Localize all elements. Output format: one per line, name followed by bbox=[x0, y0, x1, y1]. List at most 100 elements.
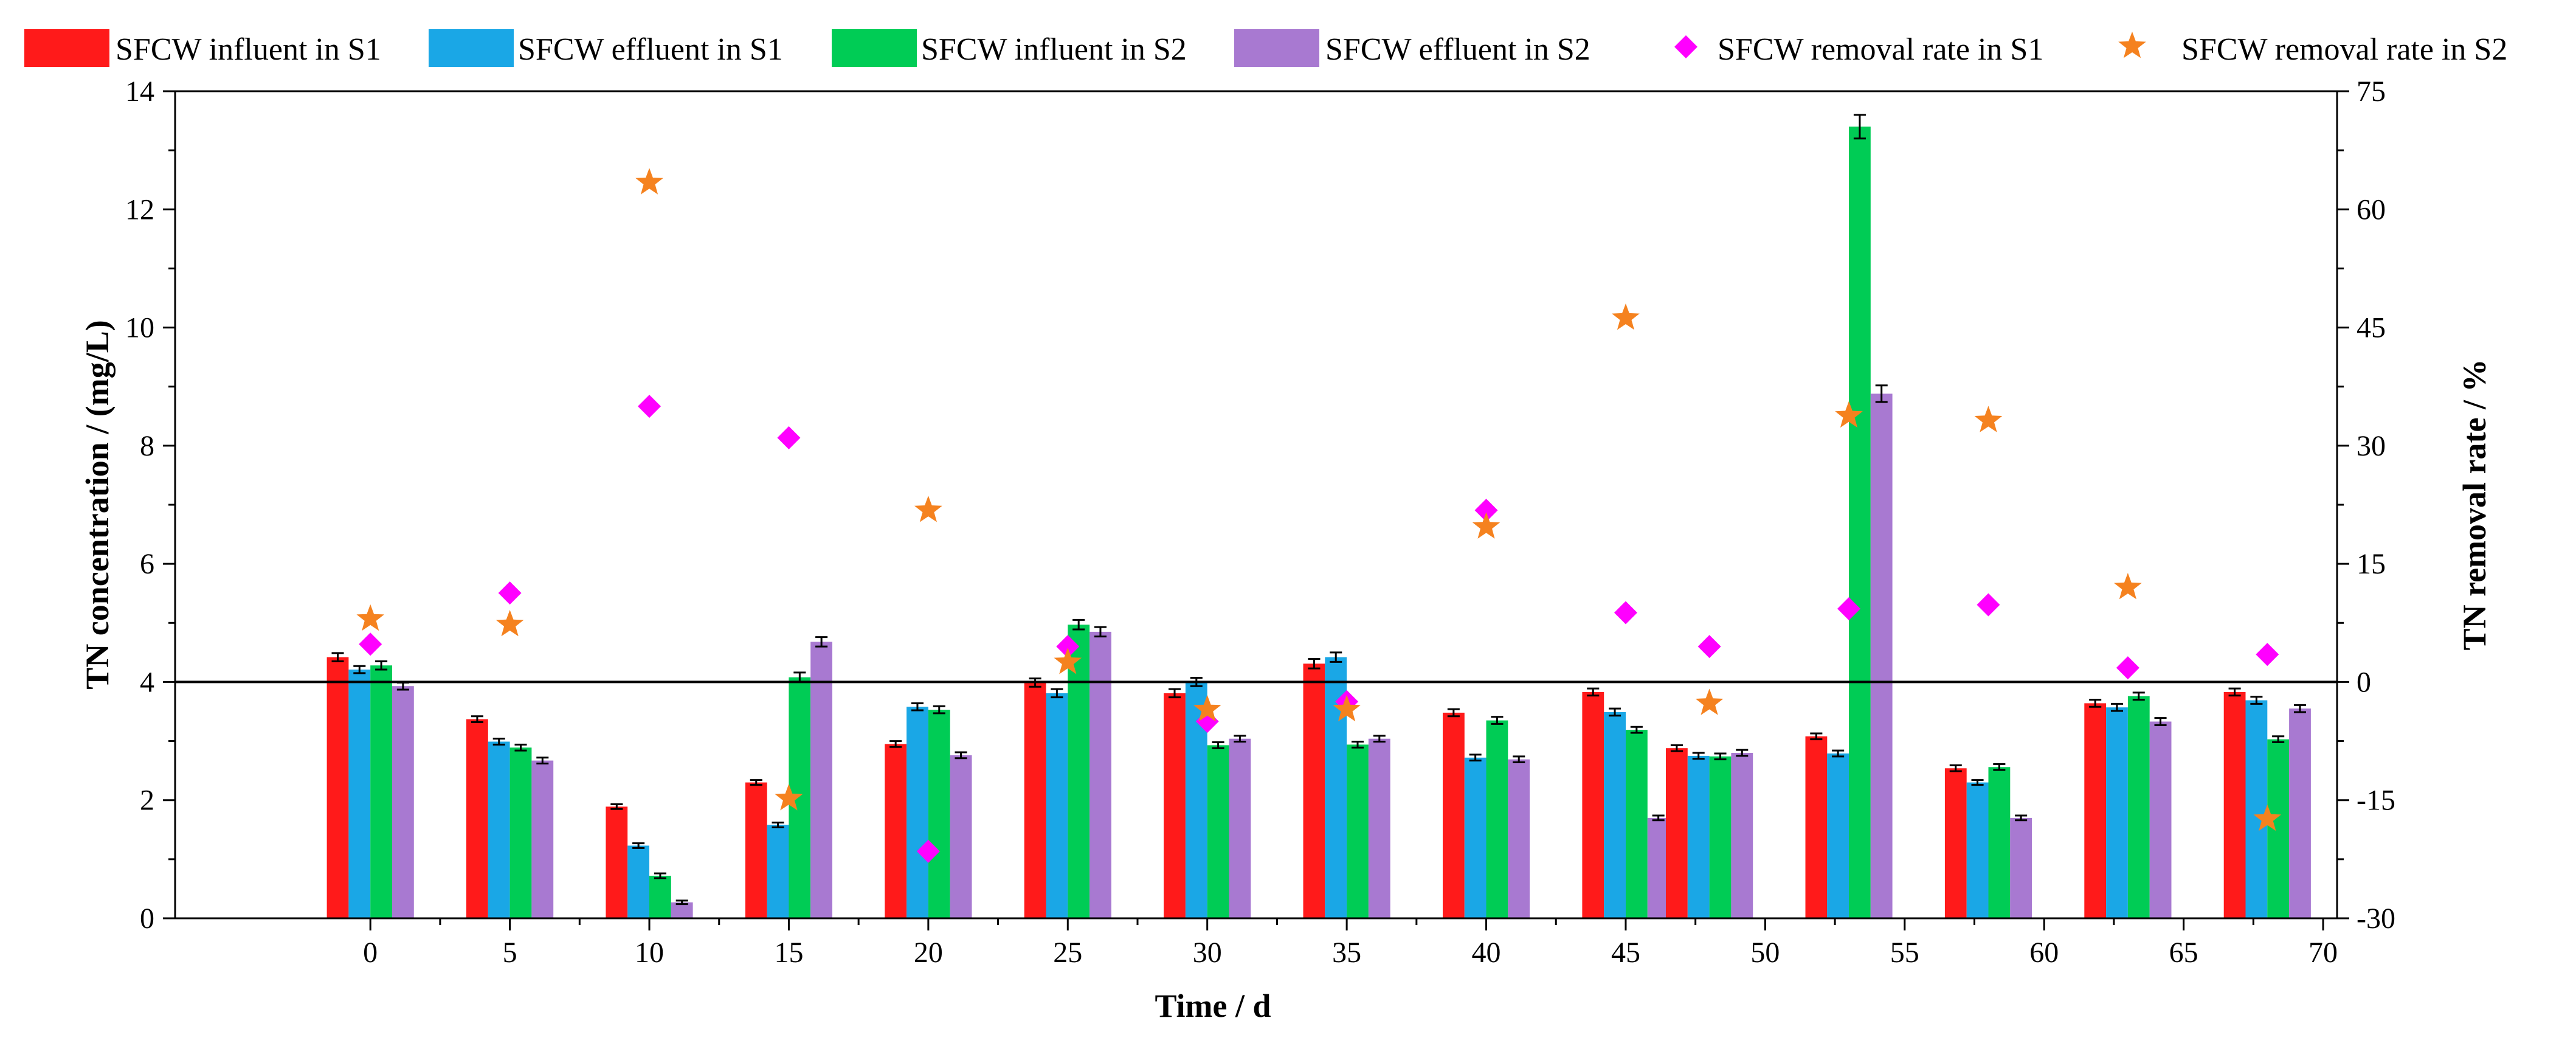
bar-effluent-s1-day-25 bbox=[1046, 693, 1068, 918]
x-tick-label: 55 bbox=[1890, 937, 1919, 969]
y2-tick-label: 15 bbox=[2357, 548, 2386, 580]
error-bar-influent-s1-day-10 bbox=[610, 803, 623, 810]
legend-swatch-influent-s2 bbox=[832, 29, 917, 67]
x-tick-label: 10 bbox=[635, 937, 664, 969]
x-tick-label: 35 bbox=[1332, 937, 1361, 969]
bar-effluent-s2-day-40 bbox=[1508, 759, 1530, 918]
point-removal-s2-day-58 bbox=[1974, 406, 2003, 432]
bar-effluent-s1-day-5 bbox=[488, 741, 510, 918]
point-removal-s1-day-0 bbox=[359, 632, 382, 656]
point-removal-s2-day-25 bbox=[1054, 648, 1082, 674]
bar-effluent-s1-day-63 bbox=[2106, 707, 2128, 918]
error-bar-effluent-s2-day-30 bbox=[1234, 735, 1246, 743]
error-bar-influent-s1-day-40 bbox=[1447, 708, 1460, 718]
y-tick-label: 12 bbox=[125, 193, 154, 226]
error-bar-influent-s1-day-58 bbox=[1949, 764, 1962, 772]
y-tick-label: 4 bbox=[140, 666, 154, 698]
bar-influent-s1-day-15 bbox=[745, 782, 767, 918]
x-tick-label: 5 bbox=[503, 937, 517, 969]
bar-influent-s2-day-48 bbox=[1709, 756, 1732, 918]
error-bar-effluent-s1-day-0 bbox=[353, 665, 366, 674]
point-removal-s2-day-45 bbox=[1612, 303, 1640, 330]
error-bar-influent-s2-day-45 bbox=[1630, 726, 1643, 734]
error-bar-effluent-s2-day-15 bbox=[815, 636, 828, 648]
y-tick-label: 14 bbox=[125, 75, 154, 108]
bar-influent-s1-day-40 bbox=[1443, 712, 1465, 918]
point-removal-s1-day-15 bbox=[777, 426, 801, 449]
point-removal-s1-day-63 bbox=[2116, 656, 2139, 680]
bar-effluent-s2-day-30 bbox=[1229, 738, 1251, 918]
point-removal-s2-day-63 bbox=[2114, 573, 2142, 600]
error-bar-influent-s2-day-53 bbox=[1853, 114, 1866, 140]
point-removal-s1-day-5 bbox=[498, 581, 522, 605]
x-tick-label: 60 bbox=[2029, 937, 2059, 969]
y2-tick-label: 30 bbox=[2357, 430, 2386, 462]
point-removal-s2-day-30 bbox=[1193, 694, 1221, 722]
point-removal-s1-day-58 bbox=[1977, 593, 2000, 617]
error-bar-effluent-s2-day-68 bbox=[2293, 704, 2306, 713]
x-tick-label: 45 bbox=[1611, 937, 1640, 969]
y2-tick-label: 45 bbox=[2357, 312, 2386, 344]
error-bar-effluent-s2-day-45 bbox=[1652, 814, 1665, 822]
legend-marker-removal-s1 bbox=[1674, 35, 1697, 58]
bar-influent-s1-day-68 bbox=[2223, 691, 2246, 918]
error-bar-effluent-s1-day-58 bbox=[1971, 779, 1984, 786]
error-bar-effluent-s1-day-35 bbox=[1330, 651, 1342, 663]
error-bar-influent-s1-day-30 bbox=[1169, 688, 1181, 699]
error-bar-influent-s2-day-25 bbox=[1072, 618, 1085, 631]
error-bar-influent-s1-day-0 bbox=[331, 652, 344, 662]
error-bar-influent-s2-day-68 bbox=[2272, 735, 2285, 744]
bar-influent-s2-day-30 bbox=[1207, 745, 1229, 918]
legend-swatch-effluent-s1 bbox=[429, 29, 514, 67]
error-bar-effluent-s1-day-15 bbox=[772, 822, 784, 828]
error-bar-influent-s2-day-10 bbox=[654, 872, 666, 879]
point-removal-s2-day-10 bbox=[635, 168, 663, 195]
bar-influent-s1-day-45 bbox=[1582, 691, 1604, 918]
error-bar-effluent-s2-day-58 bbox=[2015, 814, 2028, 822]
x-tick-label: 20 bbox=[914, 937, 943, 969]
error-bar-influent-s1-day-5 bbox=[471, 715, 483, 723]
x-axis-title: Time / d bbox=[1155, 988, 1271, 1024]
bar-influent-s2-day-10 bbox=[649, 876, 671, 918]
error-bar-influent-s2-day-30 bbox=[1212, 741, 1224, 749]
error-bar-influent-s2-day-63 bbox=[2132, 691, 2145, 701]
bar-influent-s2-day-45 bbox=[1626, 730, 1648, 918]
x-tick-label: 40 bbox=[1472, 937, 1501, 969]
point-removal-s2-day-48 bbox=[1695, 688, 1724, 715]
error-bar-influent-s2-day-5 bbox=[514, 743, 527, 752]
error-bar-influent-s1-day-15 bbox=[750, 779, 762, 786]
point-removal-s2-day-15 bbox=[775, 784, 803, 811]
error-bar-effluent-s2-day-35 bbox=[1373, 735, 1386, 743]
bar-influent-s2-day-25 bbox=[1068, 625, 1090, 918]
bar-influent-s1-day-5 bbox=[466, 719, 488, 918]
bar-influent-s1-day-48 bbox=[1666, 748, 1688, 918]
bar-effluent-s1-day-0 bbox=[348, 670, 371, 918]
bar-influent-s2-day-40 bbox=[1486, 720, 1508, 918]
error-bar-influent-s1-day-20 bbox=[889, 740, 902, 748]
bar-effluent-s2-day-63 bbox=[2149, 721, 2172, 918]
bar-effluent-s2-day-25 bbox=[1089, 631, 1111, 918]
bar-effluent-s2-day-58 bbox=[2010, 817, 2032, 918]
error-bar-effluent-s1-day-48 bbox=[1692, 752, 1705, 760]
bar-influent-s1-day-0 bbox=[326, 657, 349, 918]
bar-influent-s1-day-53 bbox=[1805, 736, 1828, 918]
legend-swatch-effluent-s2 bbox=[1234, 29, 1319, 67]
error-bar-effluent-s1-day-10 bbox=[632, 842, 645, 849]
x-tick-label: 65 bbox=[2169, 937, 2198, 969]
bar-effluent-s1-day-20 bbox=[906, 707, 928, 918]
y2-tick-label: -15 bbox=[2357, 784, 2395, 817]
point-removal-s1-day-53 bbox=[1837, 597, 1861, 620]
point-removal-s2-day-20 bbox=[914, 496, 942, 522]
bar-effluent-s2-day-15 bbox=[810, 642, 832, 918]
error-bar-influent-s1-day-48 bbox=[1670, 744, 1683, 752]
error-bar-effluent-s2-day-25 bbox=[1094, 626, 1107, 638]
legend-label-removal-s1: SFCW removal rate in S1 bbox=[1718, 32, 2043, 67]
bar-effluent-s1-day-48 bbox=[1687, 755, 1710, 918]
y-axis-title: TN concentration / (mg/L) bbox=[79, 320, 116, 689]
bar-effluent-s2-day-45 bbox=[1647, 817, 1670, 918]
bar-effluent-s2-day-48 bbox=[1731, 753, 1753, 918]
error-bar-effluent-s1-day-20 bbox=[911, 702, 924, 712]
bar-effluent-s1-day-40 bbox=[1464, 757, 1487, 918]
point-removal-s1-day-20 bbox=[916, 839, 940, 863]
bar-effluent-s2-day-20 bbox=[950, 755, 972, 918]
